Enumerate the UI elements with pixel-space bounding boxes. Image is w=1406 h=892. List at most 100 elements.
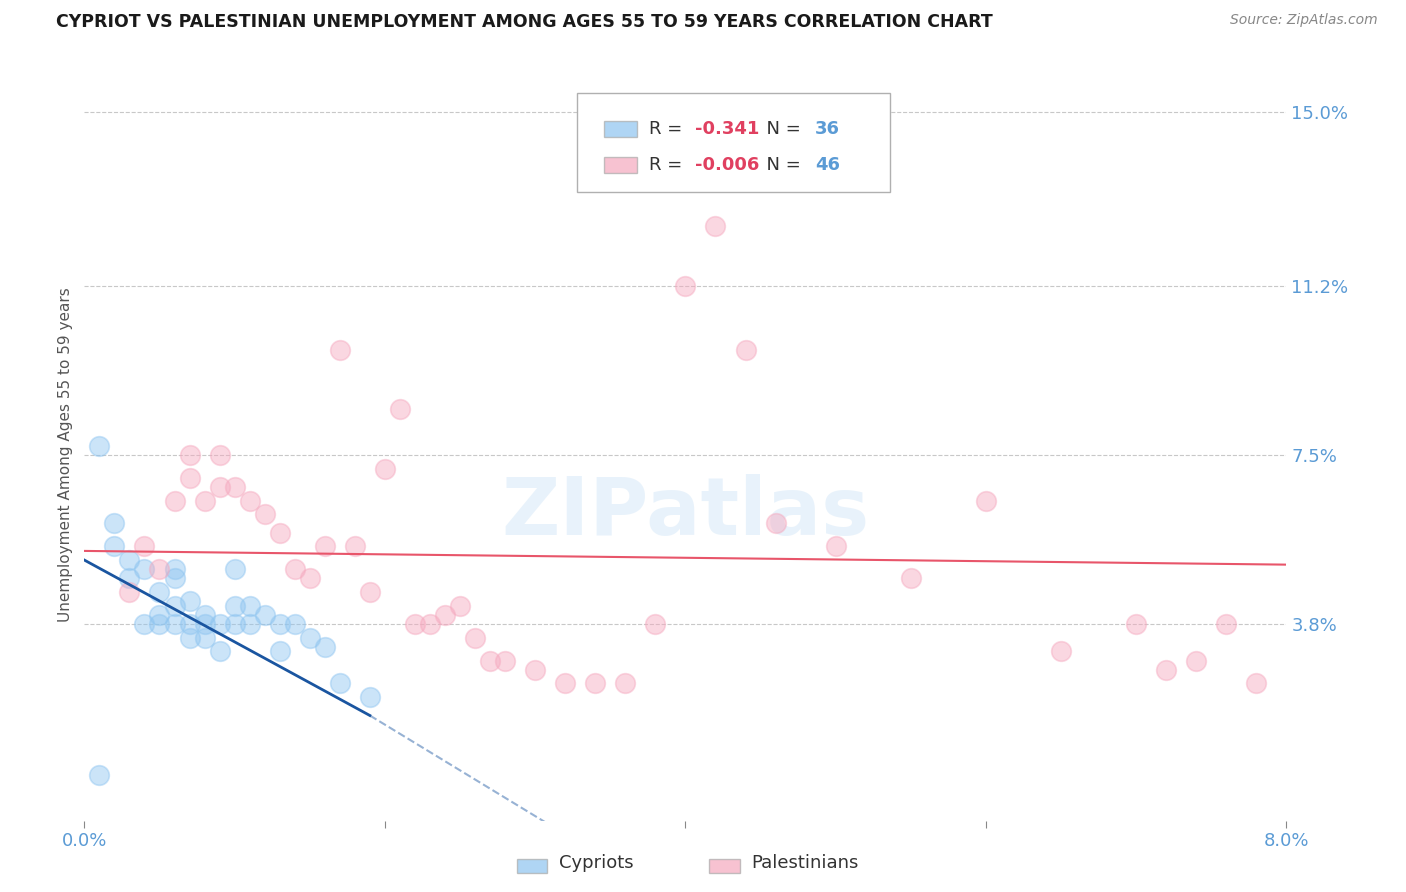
- Point: [329, 676, 352, 690]
- Point: [239, 493, 262, 508]
- Text: N =: N =: [755, 155, 807, 174]
- Point: [224, 480, 246, 494]
- Point: [284, 617, 307, 632]
- Point: [134, 539, 156, 553]
- Point: [765, 516, 787, 531]
- Point: [644, 617, 666, 632]
- Point: [524, 663, 547, 677]
- Point: [163, 562, 186, 576]
- Point: [163, 571, 186, 585]
- Point: [464, 631, 486, 645]
- Text: Palestinians: Palestinians: [752, 854, 859, 872]
- Point: [449, 599, 471, 613]
- Point: [675, 278, 697, 293]
- Point: [208, 448, 231, 462]
- Point: [734, 343, 756, 357]
- Point: [434, 607, 457, 622]
- Point: [554, 676, 576, 690]
- Point: [194, 607, 217, 622]
- Point: [1185, 654, 1208, 668]
- Point: [479, 654, 502, 668]
- Point: [359, 585, 381, 599]
- Point: [359, 690, 381, 705]
- Point: [179, 448, 201, 462]
- Point: [194, 631, 217, 645]
- Point: [148, 562, 170, 576]
- Point: [118, 585, 141, 599]
- Point: [208, 480, 231, 494]
- Point: [374, 461, 396, 475]
- Point: [269, 617, 291, 632]
- Point: [329, 343, 352, 357]
- Point: [148, 585, 170, 599]
- Text: ZIPatlas: ZIPatlas: [502, 475, 869, 552]
- Point: [224, 617, 246, 632]
- Point: [824, 539, 846, 553]
- Point: [134, 562, 156, 576]
- Point: [704, 219, 727, 234]
- Point: [314, 640, 336, 654]
- Point: [583, 676, 606, 690]
- Text: Cypriots: Cypriots: [560, 854, 634, 872]
- Point: [118, 553, 141, 567]
- Point: [239, 599, 262, 613]
- Point: [179, 471, 201, 485]
- Point: [134, 617, 156, 632]
- Point: [494, 654, 516, 668]
- Point: [900, 571, 922, 585]
- Point: [163, 599, 186, 613]
- Point: [253, 607, 276, 622]
- Point: [614, 676, 637, 690]
- Point: [163, 617, 186, 632]
- Point: [343, 539, 366, 553]
- Point: [163, 493, 186, 508]
- FancyBboxPatch shape: [710, 859, 740, 873]
- Point: [224, 599, 246, 613]
- Text: R =: R =: [650, 120, 689, 137]
- Point: [1215, 617, 1237, 632]
- Point: [298, 571, 321, 585]
- Text: 36: 36: [815, 120, 841, 137]
- Point: [314, 539, 336, 553]
- Point: [1125, 617, 1147, 632]
- Point: [148, 607, 170, 622]
- Text: R =: R =: [650, 155, 689, 174]
- Point: [194, 493, 217, 508]
- Point: [208, 617, 231, 632]
- Point: [179, 617, 201, 632]
- Point: [1156, 663, 1178, 677]
- Point: [89, 768, 111, 782]
- Point: [89, 439, 111, 453]
- Point: [103, 539, 125, 553]
- Point: [269, 644, 291, 658]
- Point: [1050, 644, 1073, 658]
- Text: CYPRIOT VS PALESTINIAN UNEMPLOYMENT AMONG AGES 55 TO 59 YEARS CORRELATION CHART: CYPRIOT VS PALESTINIAN UNEMPLOYMENT AMON…: [56, 13, 993, 31]
- Point: [179, 631, 201, 645]
- FancyBboxPatch shape: [517, 859, 547, 873]
- Point: [298, 631, 321, 645]
- Text: -0.006: -0.006: [695, 155, 759, 174]
- Point: [1246, 676, 1268, 690]
- FancyBboxPatch shape: [603, 157, 637, 173]
- Text: Source: ZipAtlas.com: Source: ZipAtlas.com: [1230, 13, 1378, 28]
- Point: [284, 562, 307, 576]
- Point: [148, 617, 170, 632]
- Point: [388, 402, 411, 417]
- Text: 46: 46: [815, 155, 841, 174]
- Point: [419, 617, 441, 632]
- Point: [404, 617, 426, 632]
- FancyBboxPatch shape: [578, 93, 890, 192]
- Point: [224, 562, 246, 576]
- Point: [269, 525, 291, 540]
- Point: [239, 617, 262, 632]
- Point: [118, 571, 141, 585]
- Point: [208, 644, 231, 658]
- FancyBboxPatch shape: [603, 121, 637, 137]
- Point: [974, 493, 997, 508]
- Text: -0.341: -0.341: [695, 120, 759, 137]
- Point: [253, 508, 276, 522]
- Text: N =: N =: [755, 120, 807, 137]
- Point: [179, 594, 201, 608]
- Point: [103, 516, 125, 531]
- Point: [194, 617, 217, 632]
